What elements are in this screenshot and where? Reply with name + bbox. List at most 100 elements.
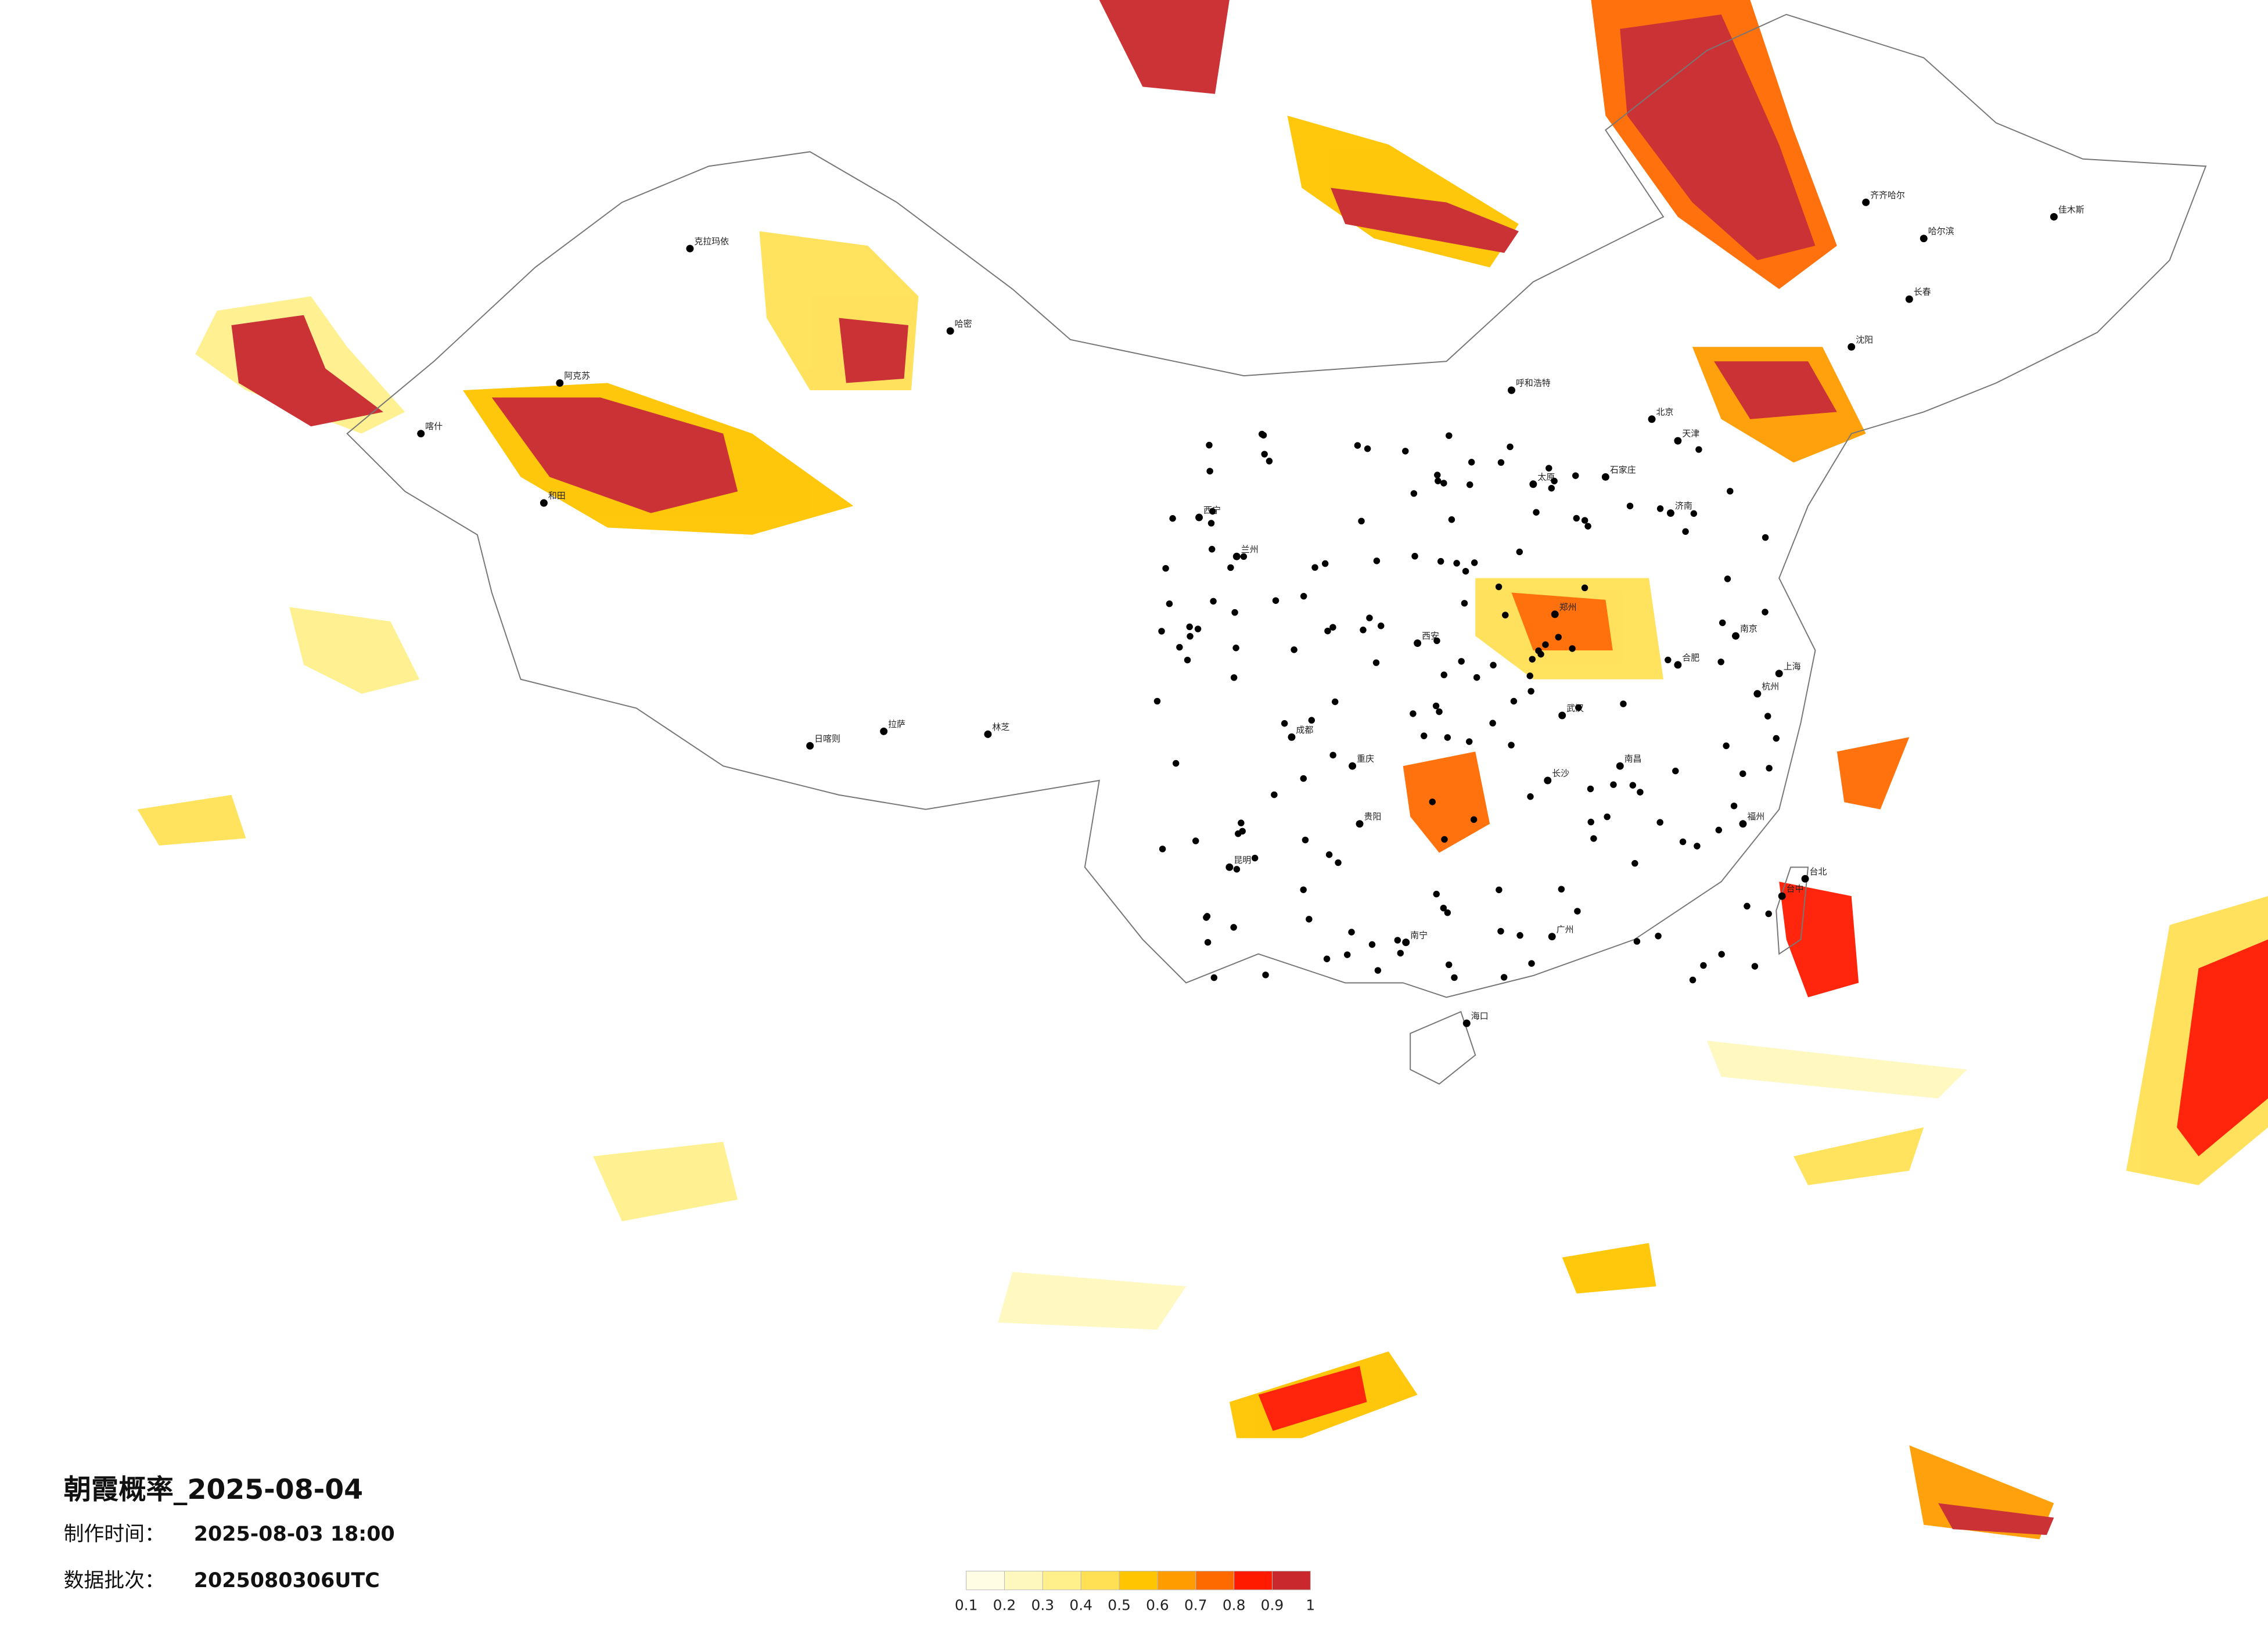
city-dot	[1225, 863, 1234, 871]
city-dot	[880, 727, 888, 735]
city-label: 哈尔滨	[1928, 226, 1954, 236]
legend-tick-label: 0.3	[1031, 1597, 1055, 1614]
city-dot	[1473, 674, 1480, 681]
city-label: 台北	[1810, 866, 1827, 877]
city-dot	[1689, 976, 1696, 984]
city-dot	[1620, 700, 1627, 707]
city-dot	[1489, 720, 1496, 726]
city-dot	[1920, 235, 1928, 243]
city-dot	[1329, 751, 1336, 759]
legend-swatch	[1080, 1570, 1120, 1591]
city-dot	[1764, 713, 1771, 720]
city-dot	[1666, 509, 1674, 517]
city-dot	[1545, 465, 1552, 472]
legend-swatch	[1157, 1570, 1196, 1591]
city-dot	[1410, 490, 1418, 497]
city-label: 林芝	[992, 722, 1009, 732]
city-dot	[1558, 886, 1565, 893]
city-dot	[1637, 789, 1644, 796]
city-dot	[1343, 951, 1351, 958]
city-dot	[1730, 803, 1738, 810]
city-label: 贵阳	[1364, 811, 1381, 822]
legend-tick-label: 0.1	[955, 1597, 978, 1614]
city-dot	[1679, 838, 1687, 846]
city-dot	[1604, 813, 1611, 821]
city-dot	[1528, 960, 1535, 967]
city-dot	[1655, 933, 1662, 940]
city-dot	[1672, 767, 1679, 775]
city-dot	[1208, 546, 1216, 553]
city-dot	[1302, 836, 1309, 844]
city-dot	[1272, 597, 1279, 604]
city-dot	[1262, 972, 1269, 979]
city-dot	[1558, 711, 1566, 720]
city-dot	[1616, 762, 1624, 770]
city-dot	[1232, 645, 1239, 652]
city-dot	[1753, 690, 1762, 698]
city-dot	[1153, 697, 1161, 705]
city-dot	[1744, 902, 1751, 910]
city-dot	[1529, 656, 1536, 663]
city-dot	[1176, 643, 1183, 651]
city-dot	[1508, 742, 1515, 749]
city-dot	[1374, 967, 1382, 974]
city-dot	[1311, 564, 1318, 571]
city-label: 石家庄	[1610, 465, 1636, 475]
batch: 2025080306UTC	[194, 1569, 380, 1592]
legend-tick-label: 0.5	[1108, 1597, 1131, 1614]
city-dot	[1206, 441, 1213, 449]
city-dot	[1462, 1019, 1471, 1027]
city-label: 长春	[1914, 287, 1931, 297]
city-dot	[1762, 609, 1769, 616]
city-dot	[1238, 819, 1245, 826]
city-label: 呼和浩特	[1516, 378, 1551, 388]
legend-swatch	[1234, 1570, 1273, 1591]
city-dot	[1261, 451, 1268, 458]
city-dot	[1321, 560, 1329, 567]
title: 朝霞概率_2025-08-04	[64, 1474, 364, 1506]
city-label: 克拉玛依	[694, 236, 729, 247]
made-time-label: 制作时间：	[64, 1523, 165, 1546]
city-label: 北京	[1656, 406, 1674, 417]
city-dot	[1461, 600, 1468, 607]
city-dot	[1633, 938, 1641, 945]
city-dot	[1451, 974, 1458, 981]
city-dot	[1260, 431, 1267, 439]
city-dot	[1575, 704, 1582, 711]
city-dot	[686, 244, 694, 253]
city-dot	[1433, 637, 1440, 645]
city-dot	[1542, 641, 1549, 648]
city-dot	[1574, 908, 1581, 915]
legend-tick-label: 0.4	[1069, 1597, 1092, 1614]
city-dot	[1231, 609, 1238, 616]
city-dot	[1573, 515, 1580, 522]
city-dot	[1172, 760, 1180, 767]
city-dot	[1548, 484, 1555, 492]
city-dot	[1631, 859, 1638, 867]
city-dot	[1719, 619, 1726, 627]
city-dot	[1572, 472, 1579, 479]
city-dot	[1445, 961, 1453, 969]
city-label: 长沙	[1552, 768, 1569, 779]
city-dot	[1187, 632, 1194, 640]
city-dot	[1300, 886, 1307, 893]
city-dot	[1584, 523, 1591, 530]
city-dot	[1194, 625, 1202, 632]
city-dot	[1373, 557, 1381, 564]
city-dot	[1510, 697, 1518, 705]
city-dot	[1466, 738, 1473, 745]
city-dot	[1516, 932, 1523, 939]
city-dot	[1527, 688, 1534, 695]
city-dot	[1210, 974, 1218, 981]
city-dot	[1507, 443, 1514, 451]
city-dot	[1169, 515, 1176, 522]
city-dot	[1724, 575, 1731, 582]
city-dot	[1656, 505, 1664, 512]
city-dot	[1300, 775, 1307, 782]
city-dot	[1402, 448, 1409, 455]
city-dot	[1862, 198, 1870, 206]
city-dot	[1358, 517, 1365, 525]
city-dot	[1444, 734, 1451, 741]
city-label: 阿克苏	[564, 370, 590, 381]
city-dot	[1324, 627, 1331, 635]
